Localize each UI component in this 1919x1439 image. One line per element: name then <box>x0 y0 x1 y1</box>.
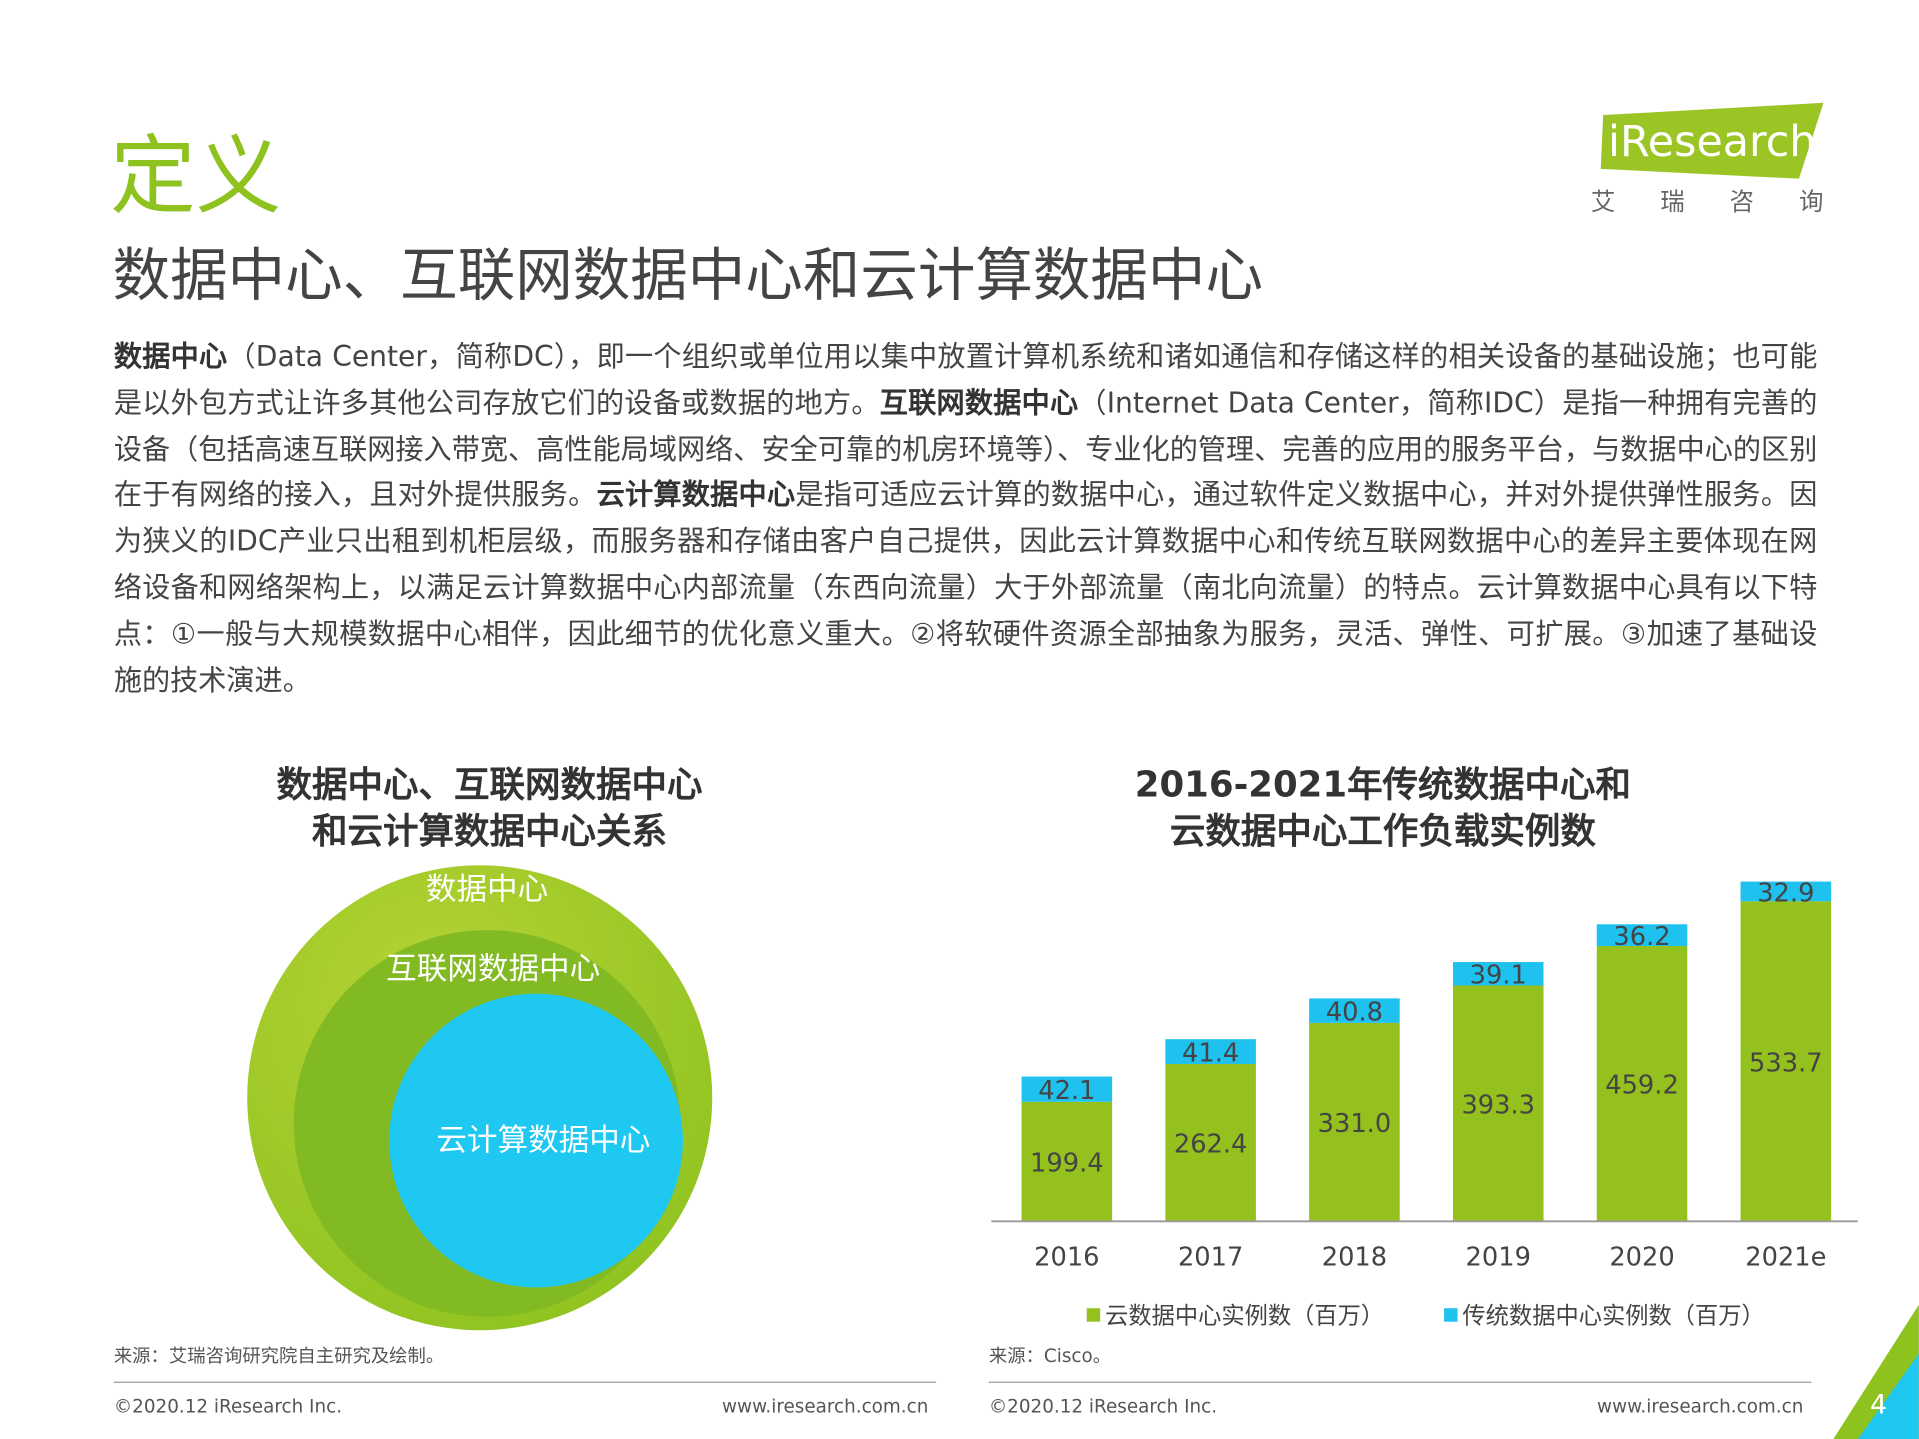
bar-segment <box>1452 985 1544 1222</box>
text-run: （Internet Data Center，简称IDC）是指一种拥有完善的设备（… <box>113 387 1818 513</box>
data-label: 42.1 <box>1038 1076 1095 1106</box>
bar-segment <box>1452 962 1544 986</box>
data-label: 459.2 <box>1605 1071 1679 1101</box>
diagram: 数据中心 互联网数据中心 云计算数据中心 <box>247 865 713 1331</box>
x-tick-label: 2016 <box>1034 1243 1099 1273</box>
bar-segment <box>1596 924 1688 946</box>
diagram-title: 数据中心、互联网数据中心 和云计算数据中心关系 <box>214 761 765 854</box>
data-label: 40.8 <box>1326 998 1383 1028</box>
bar-segment <box>1309 998 1400 1023</box>
title-line: 数据中心、互联网数据中心 <box>276 763 703 806</box>
footer-rule <box>988 1381 1812 1383</box>
legend-swatch <box>1444 1308 1458 1322</box>
data-label: 36.2 <box>1613 922 1670 952</box>
logo-text: iResearch <box>1608 117 1816 167</box>
data-label: 262.4 <box>1174 1130 1248 1160</box>
bar-segment <box>1309 1022 1400 1222</box>
data-label: 533.7 <box>1749 1048 1823 1078</box>
text-run: （Data Center，简称DC），即一个组织或单位用以集中放置计算机系统和诸… <box>113 341 1818 420</box>
bar-segment <box>1596 945 1688 1222</box>
bar-segment <box>1740 901 1832 1222</box>
bold-term: 数据中心 <box>113 341 228 374</box>
data-label: 331.0 <box>1318 1109 1392 1139</box>
x-tick-label: 2020 <box>1609 1243 1674 1273</box>
page-number: 4 <box>1869 1390 1888 1421</box>
node-label: 互联网数据中心 <box>386 952 600 987</box>
data-label: 393.3 <box>1461 1090 1535 1120</box>
bar-segment <box>1021 1076 1113 1102</box>
bar-segment <box>1740 881 1832 902</box>
node-label: 云计算数据中心 <box>436 1123 650 1158</box>
bar-segment <box>1165 1039 1256 1065</box>
footer-rule <box>113 1381 937 1383</box>
chart-title: 2016-2021年传统数据中心和 云数据中心工作负载实例数 <box>1077 761 1689 854</box>
legend-label: 云数据中心实例数（百万） <box>1105 1302 1384 1329</box>
bar-segment <box>1021 1101 1113 1222</box>
page-title: 定义 <box>110 126 282 227</box>
source: 来源：Cisco。 <box>988 1344 1112 1367</box>
data-label: 39.1 <box>1470 961 1527 991</box>
title-line: 云数据中心工作负载实例数 <box>1169 810 1596 852</box>
bold-term: 互联网数据中心 <box>879 387 1079 420</box>
page-subtitle: 数据中心、互联网数据中心和云计算数据中心 <box>112 242 1263 310</box>
footer-right: www.iresearch.com.cn <box>1597 1395 1804 1418</box>
x-tick-label: 2018 <box>1322 1243 1387 1273</box>
logo-bg <box>1600 102 1824 179</box>
circle-cloud <box>389 993 683 1288</box>
data-label: 41.4 <box>1182 1039 1239 1069</box>
bar-segment <box>1165 1064 1256 1222</box>
corner-decor <box>1833 1304 1919 1439</box>
footer-left: ©2020.12 iResearch Inc. <box>113 1395 343 1418</box>
x-tick-label: 2021e <box>1745 1243 1826 1273</box>
footer-left: ©2020.12 iResearch Inc. <box>988 1395 1218 1418</box>
node-label: 数据中心 <box>426 872 548 907</box>
source: 来源：艾瑞咨询研究院自主研究及绘制。 <box>113 1344 445 1367</box>
data-label: 32.9 <box>1757 878 1814 908</box>
legend-label: 传统数据中心实例数（百万） <box>1462 1302 1764 1329</box>
title-line: 2016-2021年传统数据中心和 <box>1134 763 1632 806</box>
title-line: 和云计算数据中心关系 <box>312 810 667 852</box>
x-tick-label: 2017 <box>1178 1243 1243 1273</box>
text-run: 是指可适应云计算的数据中心，通过软件定义数据中心，并对外提供弹性服务。因为狭义的… <box>113 480 1818 698</box>
bold-term: 云计算数据中心 <box>596 480 796 513</box>
footer-right: www.iresearch.com.cn <box>722 1395 929 1418</box>
x-tick-label: 2019 <box>1466 1243 1531 1273</box>
logo: iResearch 艾 瑞 咨 询 <box>1591 102 1824 216</box>
paragraph: 数据中心（Data Center，简称DC），即一个组织或单位用以集中放置计算机… <box>114 335 1818 705</box>
data-label: 199.4 <box>1030 1149 1104 1179</box>
chart: 199.4 42.1 2016 262.4 41.4 2017 331.0 40.8 2018 3… <box>991 878 1858 1329</box>
legend-swatch <box>1086 1308 1101 1322</box>
